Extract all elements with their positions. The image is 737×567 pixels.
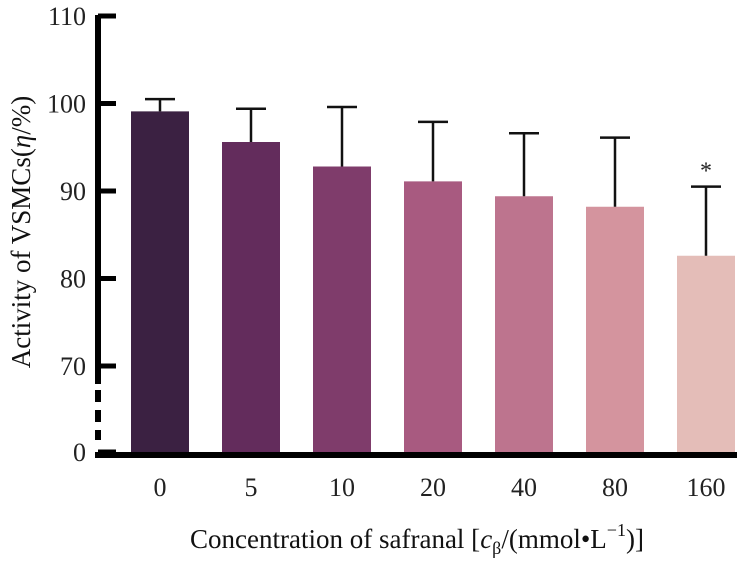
y-tick-label: 80 bbox=[60, 265, 86, 294]
y-ticks-group: 0 70 80 90 100 110 bbox=[47, 2, 116, 467]
error-bar-5 bbox=[236, 107, 266, 142]
bar-160 bbox=[677, 255, 735, 452]
bars-group bbox=[131, 111, 735, 452]
bar-10 bbox=[313, 166, 371, 452]
x-axis-title: Concentration of safranal [cβ/(mmol•L−1)… bbox=[190, 520, 644, 558]
y-tick-label: 70 bbox=[60, 352, 86, 381]
bar-40 bbox=[495, 196, 553, 452]
significance-group: * bbox=[700, 159, 712, 185]
y-tick-label: 90 bbox=[60, 177, 86, 206]
bar-5 bbox=[222, 142, 280, 452]
y-tick-label: 100 bbox=[47, 90, 86, 119]
error-bar-10 bbox=[327, 105, 357, 167]
x-tick-label: 5 bbox=[245, 473, 258, 502]
y-tick-label: 0 bbox=[73, 438, 86, 467]
x-ticks-group: 0 5 10 20 40 80 160 bbox=[154, 473, 726, 502]
significance-marker: * bbox=[700, 159, 712, 185]
bar-80 bbox=[586, 206, 644, 452]
y-tick-label: 110 bbox=[48, 2, 86, 31]
x-tick-label: 80 bbox=[602, 473, 628, 502]
x-tick-label: 10 bbox=[329, 473, 355, 502]
error-bar-40 bbox=[509, 132, 539, 197]
x-tick-label: 20 bbox=[420, 473, 446, 502]
error-bars-group bbox=[145, 97, 721, 256]
y-axis-title: Activity of VSMCs(η/%) bbox=[6, 96, 36, 368]
bar-20 bbox=[404, 181, 462, 452]
bar-0 bbox=[131, 111, 189, 452]
error-bar-20 bbox=[418, 120, 448, 182]
error-bar-160 bbox=[691, 185, 721, 256]
error-bar-80 bbox=[600, 136, 630, 207]
x-tick-label: 40 bbox=[511, 473, 537, 502]
x-tick-label: 0 bbox=[154, 473, 167, 502]
error-bar-0 bbox=[145, 97, 175, 112]
x-tick-label: 160 bbox=[687, 473, 726, 502]
